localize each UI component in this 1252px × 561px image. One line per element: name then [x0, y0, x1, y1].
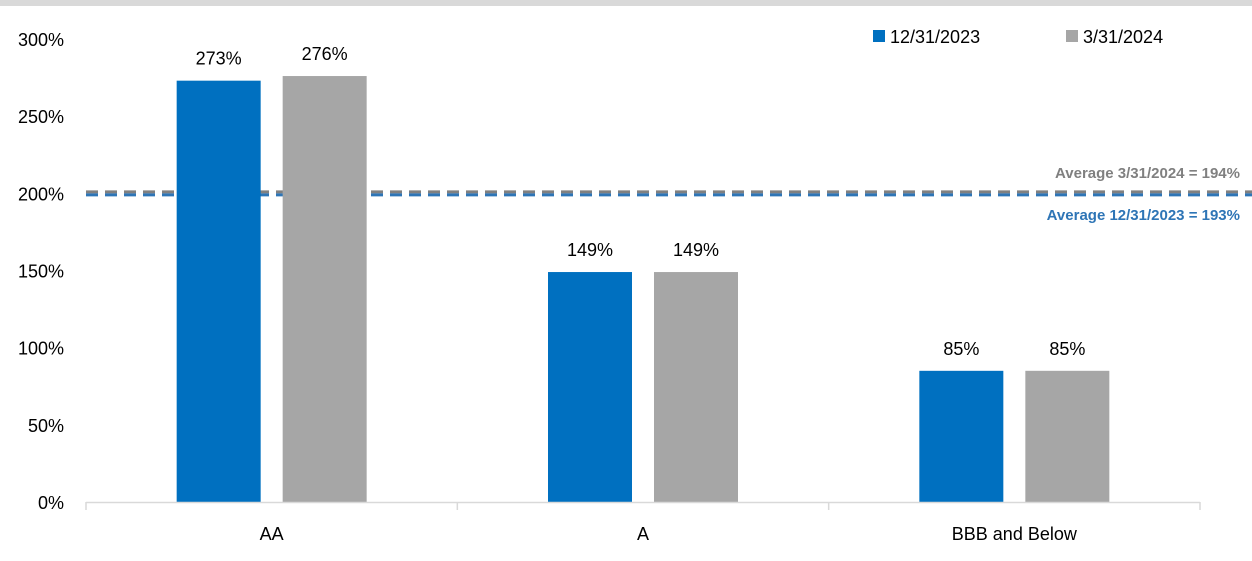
bar-data-label: 85% [943, 339, 979, 359]
legend-swatch [873, 30, 885, 42]
x-category-label: A [637, 524, 649, 544]
average-line-label: Average 12/31/2023 = 193% [1047, 207, 1240, 224]
bars [176, 76, 1110, 503]
legend-label: 12/31/2023 [890, 27, 980, 47]
bar [1025, 370, 1110, 502]
x-axis: AA A BBB and Below [85, 501, 1201, 544]
legend-swatch [1066, 30, 1078, 42]
y-tick-label: 150% [18, 262, 64, 282]
y-tick-label: 250% [18, 107, 64, 127]
legend: 12/31/2023 3/31/2024 [873, 27, 1163, 47]
bar-data-label: 149% [673, 240, 719, 260]
x-category-label: BBB and Below [952, 524, 1078, 544]
x-category-label: AA [260, 524, 284, 544]
bar-data-label: 273% [196, 49, 242, 69]
y-tick-label: 100% [18, 339, 64, 359]
bar [919, 370, 1004, 502]
legend-label: 3/31/2024 [1083, 27, 1163, 47]
bar-data-label: 85% [1049, 339, 1085, 359]
bar [654, 272, 738, 502]
y-tick-label: 50% [28, 416, 64, 436]
average-reference-lines: Average 3/31/2024 = 194% Average 12/31/20… [86, 165, 1252, 224]
bar [548, 272, 632, 502]
top-rule [0, 0, 1252, 6]
bar-data-label: 276% [302, 44, 348, 64]
bar [282, 76, 367, 502]
average-line-label: Average 3/31/2024 = 194% [1055, 165, 1240, 182]
bar-data-label: 149% [567, 240, 613, 260]
y-tick-label: 200% [18, 184, 64, 204]
bar [176, 80, 261, 503]
bar-data-labels: 273% 276% 149% 149% 85% 85% [196, 44, 1086, 359]
y-axis-labels: 0% 50% 100% 150% 200% 250% 300% [18, 30, 64, 513]
y-tick-label: 300% [18, 30, 64, 50]
y-tick-label: 0% [38, 493, 64, 513]
